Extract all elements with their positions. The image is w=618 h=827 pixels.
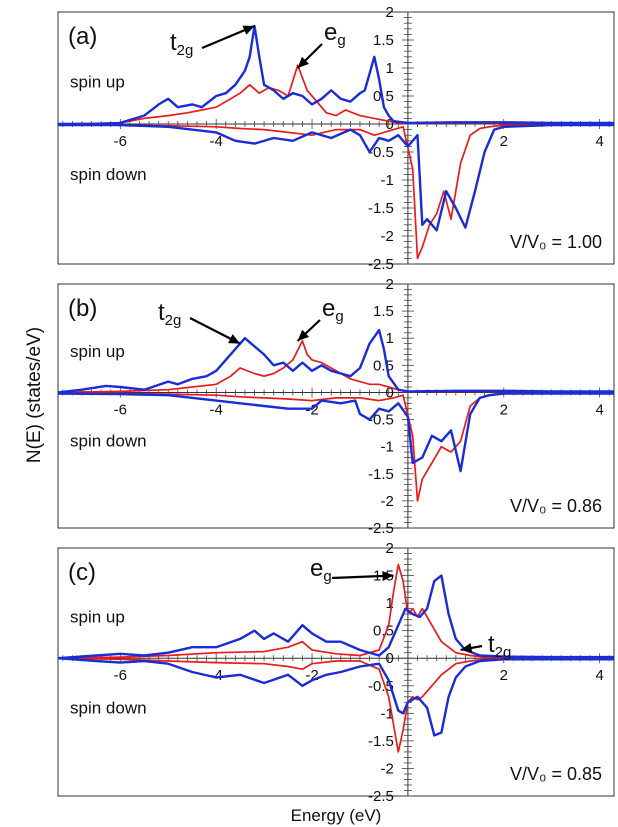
y-tick-label: -1.5 <box>368 733 394 750</box>
y-tick-label: 0 <box>386 116 394 133</box>
x-tick-label: -4 <box>210 667 223 684</box>
y-tick-label: -2.5 <box>368 256 394 273</box>
annotation-label: t2g <box>170 29 193 59</box>
annotation-label-base: e <box>324 19 337 46</box>
y-tick-label: 1.5 <box>373 303 394 320</box>
y-tick-label: 0 <box>386 384 394 401</box>
annotation-arrow-head <box>297 56 309 68</box>
panels-group: -2.5 -2 -1.5 -1 -0.5 0 0.5 1 1.5 2 -6 -4 2 4 (a) spin u… <box>57 4 615 805</box>
annotation-label: eg <box>324 19 346 49</box>
series-line-t2g-down <box>57 657 614 737</box>
y-tick-label: 1 <box>386 330 394 347</box>
volume-ratio-label: V/V₀ = 0.85 <box>510 764 602 784</box>
annotation-arrow-head <box>228 334 241 344</box>
y-tick-label: -2 <box>381 228 394 245</box>
series-line-eg-up <box>57 340 614 394</box>
panel-label: (a) <box>68 23 97 50</box>
figure-xlabel: Energy (eV) <box>291 806 382 825</box>
annotation-label-subscript: 2g <box>177 42 194 59</box>
spin-down-label: spin down <box>70 165 147 184</box>
panel-2: -2.5-2-1.5-1-0.500.511.52-6-4-224(c)spin… <box>57 540 615 805</box>
y-tick-label: 2 <box>386 540 394 557</box>
annotation-label-subscript: g <box>323 568 331 585</box>
annotation-label: eg <box>310 555 332 585</box>
y-tick-label: 1 <box>386 60 394 77</box>
y-tick-label: -1 <box>381 439 394 456</box>
plot-frame <box>57 547 615 797</box>
y-tick-label: 1 <box>386 595 394 612</box>
series-line-t2g-up <box>57 574 614 660</box>
plot-frame <box>57 11 615 265</box>
annotation-label-base: e <box>310 555 323 582</box>
annotation-arrow-head <box>460 643 473 653</box>
x-tick-label: -4 <box>210 133 223 150</box>
y-tick-label: -0.5 <box>368 678 394 695</box>
y-tick-label: -2.5 <box>368 788 394 805</box>
x-tick-label: -6 <box>114 667 127 684</box>
figure-ylabel: N(E) (states/eV) <box>24 327 45 463</box>
x-tick-label: 4 <box>595 667 603 684</box>
x-tick-label: 2 <box>500 667 508 684</box>
x-tick-label: 4 <box>595 401 603 418</box>
panel-1: -2.5-2-1.5-1-0.500.511.52-6 -4 -2 2 4(b)spin… <box>57 276 615 537</box>
y-tick-label: -2 <box>381 493 394 510</box>
series-line-t2g-down <box>57 392 614 473</box>
spin-up-label: spin up <box>70 607 125 626</box>
y-tick-label: -2 <box>381 760 394 777</box>
annotation-label: t2g <box>158 299 181 329</box>
volume-ratio-label: V/V₀ = 1.00 <box>510 232 602 252</box>
annotation-label-base: t <box>158 299 165 326</box>
annotation-arrow-head <box>242 25 255 35</box>
x-tick-label: -6 <box>114 133 127 150</box>
y-tick-label: -1 <box>381 172 394 189</box>
spin-up-label: spin up <box>70 342 125 361</box>
annotation-label-base: e <box>322 295 335 322</box>
panel-0: -2.5 -2 -1.5 -1 -0.5 0 0.5 1 1.5 2 -6 -4 2 4 (a) spin u… <box>57 4 615 273</box>
spin-down-label: spin down <box>70 698 147 717</box>
y-tick-label: -1.5 <box>368 466 394 483</box>
y-tick-label: -2.5 <box>368 520 394 537</box>
y-tick-label: 2 <box>386 4 394 21</box>
y-tick-label: -0.5 <box>368 412 394 429</box>
volume-ratio-label: V/V₀ = 0.86 <box>510 496 602 516</box>
panel-label: (c) <box>68 559 96 586</box>
series-line-eg-up <box>57 563 614 660</box>
annotation-label-base: t <box>488 631 495 658</box>
series-line-t2g-up <box>57 328 614 394</box>
y-tick-label: 0.5 <box>373 357 394 374</box>
y-tick-label: 2 <box>386 276 394 293</box>
spin-up-label: spin up <box>70 73 125 92</box>
x-tick-label: 4 <box>595 133 603 150</box>
y-tick-label: 0 <box>386 650 394 667</box>
annotation-arrow-head <box>382 570 394 581</box>
series-line-t2g-down <box>58 123 614 232</box>
y-tick-label: -0.5 <box>368 144 394 161</box>
y-tick-label: 1.5 <box>373 32 394 49</box>
x-tick-label: -4 <box>210 401 223 418</box>
annotation-label-subscript: 2g <box>165 312 182 329</box>
annotation-label-subscript: g <box>337 32 345 49</box>
annotation-arrow-head <box>297 329 310 341</box>
series-line-eg-down <box>57 657 614 753</box>
x-tick-label: 2 <box>500 133 508 150</box>
annotation-label-subscript: 2g <box>495 644 512 661</box>
panel-label: (b) <box>68 295 97 322</box>
annotation-label-subscript: g <box>335 308 343 325</box>
annotation-label: eg <box>322 295 344 325</box>
x-tick-label: 2 <box>500 401 508 418</box>
series-line-t2g-up <box>58 24 614 126</box>
series-line-eg-down <box>58 124 614 260</box>
annotation-label: t2g <box>488 631 511 661</box>
y-tick-label: -1.5 <box>368 200 394 217</box>
annotation-label-base: t <box>170 29 177 56</box>
spin-down-label: spin down <box>70 432 147 451</box>
y-tick-label: 0.5 <box>373 88 394 105</box>
plot-frame <box>57 283 615 529</box>
x-tick-label: -6 <box>114 401 127 418</box>
